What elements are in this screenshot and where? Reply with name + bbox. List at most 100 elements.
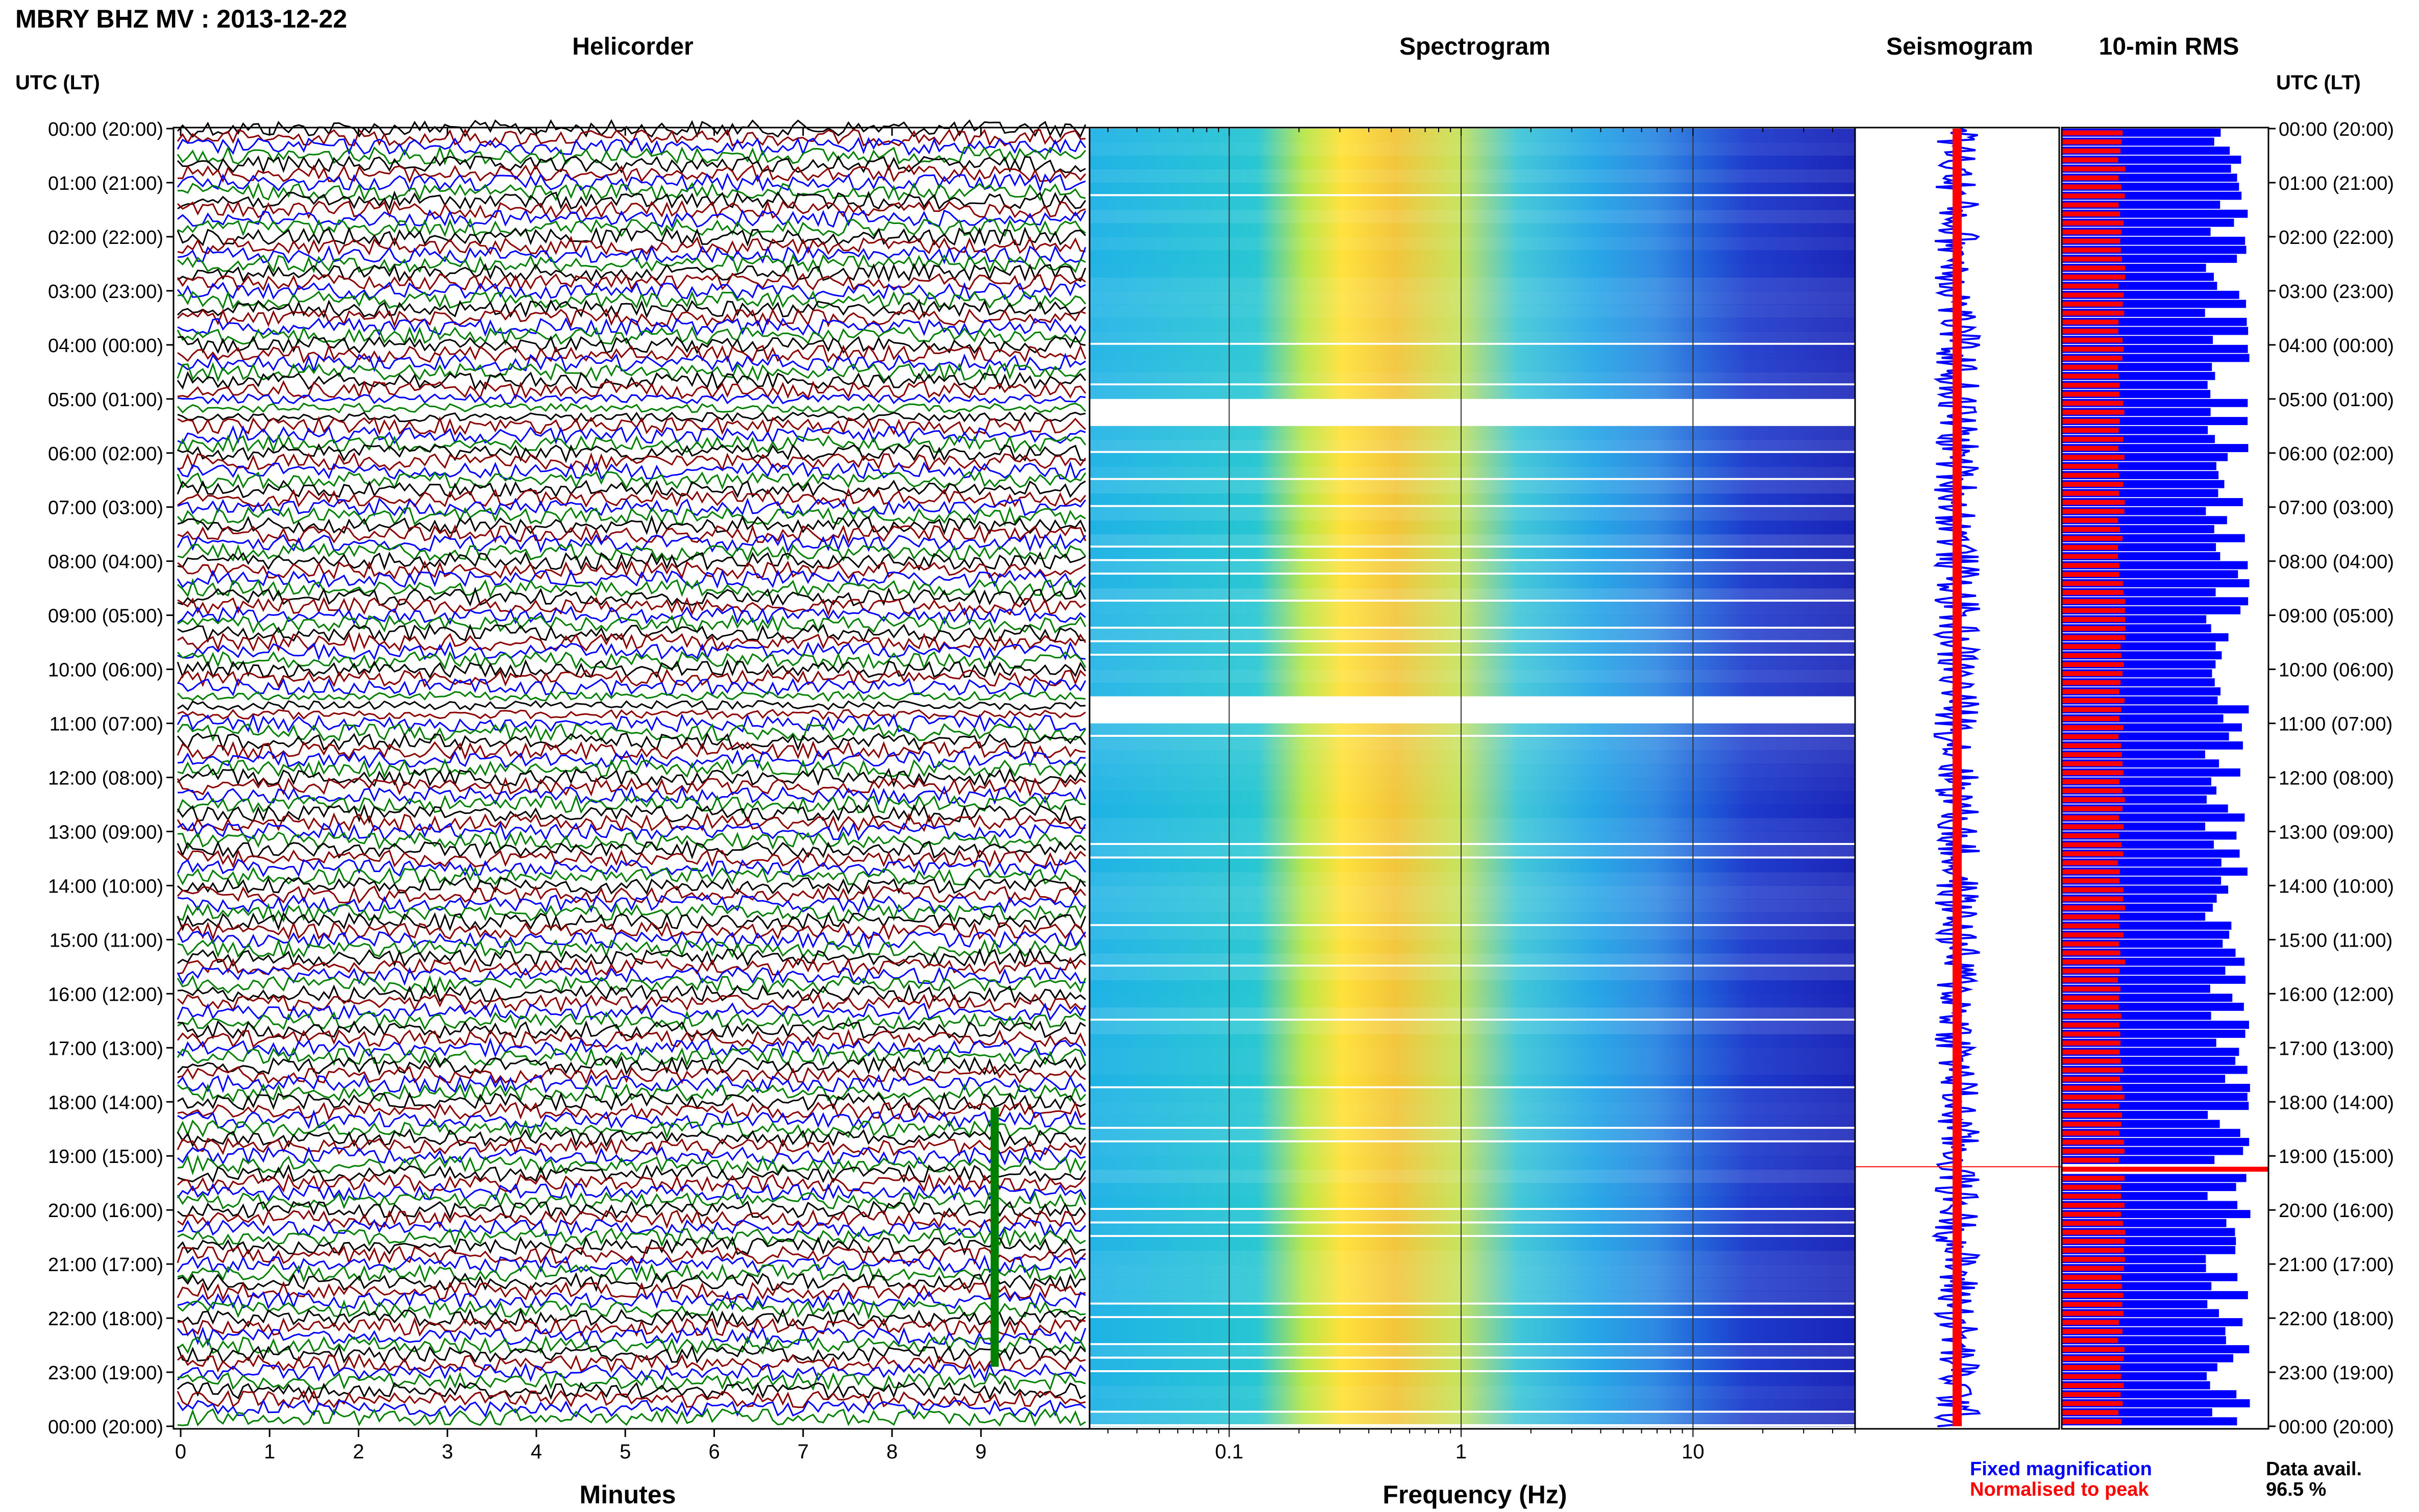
helicorder-trace xyxy=(177,524,1087,544)
time-tick-label-left: 06:00 (02:00) xyxy=(48,443,163,465)
spectrogram-line-gap xyxy=(1090,1221,1855,1224)
spectrogram-band xyxy=(1090,602,1855,616)
helicorder-trace xyxy=(177,1164,1087,1183)
helicorder-trace xyxy=(177,740,1086,761)
spectrogram-line-gap xyxy=(1090,1410,1855,1413)
rms-bar-normalised xyxy=(2062,283,2119,289)
rms-title: 10-min RMS xyxy=(2099,33,2239,60)
rms-bar-normalised xyxy=(2062,635,2126,640)
helicorder-trace xyxy=(177,1092,1086,1111)
helicorder-trace xyxy=(177,487,1087,508)
helicorder-trace xyxy=(177,425,1086,445)
rms-bar-normalised xyxy=(2062,617,2126,622)
helicorder-trace xyxy=(177,605,1086,626)
time-tick-label-left: 21:00 (17:00) xyxy=(48,1254,163,1276)
frequency-tick-label: 0.1 xyxy=(1215,1441,1244,1463)
helicorder-trace xyxy=(177,1245,1087,1266)
rms-bar-normalised xyxy=(2062,950,2120,956)
rms-bar-normalised xyxy=(2062,707,2121,712)
spectrogram-band xyxy=(1090,480,1855,494)
rms-bar-normalised xyxy=(2062,1383,2124,1388)
helicorder-trace xyxy=(177,1002,1087,1021)
rms-bar-normalised xyxy=(2062,1149,2125,1154)
spectrogram-band xyxy=(1090,317,1855,332)
spectrogram-band xyxy=(1090,142,1855,156)
rms-bar-normalised xyxy=(2062,157,2118,163)
rms-bar-normalised xyxy=(2062,977,2118,983)
rms-bar-normalised xyxy=(2062,1356,2124,1361)
helicorder-trace xyxy=(177,1037,1087,1058)
time-tick-label-left: 23:00 (19:00) xyxy=(48,1362,163,1384)
spectrogram-line-gap xyxy=(1090,627,1855,629)
time-tick-label-right: 00:00 (20:00) xyxy=(2279,1417,2394,1438)
rms-bar-normalised xyxy=(2062,383,2120,388)
helicorder-trace xyxy=(177,1380,1086,1400)
helicorder-trace xyxy=(177,749,1086,770)
helicorder-trace xyxy=(177,785,1087,806)
rms-bar-normalised xyxy=(2062,1103,2119,1109)
rms-bar-normalised xyxy=(2062,1022,2119,1028)
time-tick-label-right: 16:00 (12:00) xyxy=(2279,984,2394,1005)
helicorder-trace xyxy=(177,1010,1086,1031)
rms-bar-normalised xyxy=(2062,824,2124,830)
spectrogram-band xyxy=(1090,1277,1855,1292)
rms-bar-normalised xyxy=(2062,842,2122,848)
helicorder-trace xyxy=(177,1137,1087,1157)
spectrogram-band xyxy=(1090,129,1855,142)
rms-bar-normalised xyxy=(2062,995,2119,1001)
rms-bar-normalised xyxy=(2062,968,2120,974)
rms-bar-normalised xyxy=(2062,860,2118,865)
frequency-tick-label: 1 xyxy=(1455,1441,1467,1463)
helicorder-trace xyxy=(177,659,1087,679)
helicorder-trace xyxy=(177,911,1087,932)
helicorder-trace xyxy=(177,217,1086,237)
rms-bar-normalised xyxy=(2062,653,2122,658)
helicorder-panel xyxy=(172,119,1091,1430)
helicorder-trace xyxy=(177,957,1086,976)
helicorder-trace xyxy=(177,209,1087,229)
helicorder-trace xyxy=(177,1344,1087,1364)
helicorder-trace xyxy=(177,1191,1087,1210)
time-tick-label-left: 00:00 (20:00) xyxy=(48,1417,163,1438)
helicorder-trace xyxy=(177,182,1086,202)
minute-tick-label: 6 xyxy=(708,1441,720,1463)
spectrogram-band xyxy=(1090,1034,1855,1048)
helicorder-trace xyxy=(177,533,1087,553)
rms-bar-normalised xyxy=(2062,869,2120,875)
spectrogram-line-gap xyxy=(1090,842,1855,845)
spectrogram-band xyxy=(1090,426,1855,440)
rms-bar-normalised xyxy=(2062,887,2124,893)
spectrogram-line-gap xyxy=(1090,478,1855,480)
data-availability-label: Data avail. xyxy=(2266,1458,2362,1480)
helicorder-trace xyxy=(177,244,1087,265)
spectrogram-line-gap xyxy=(1090,964,1855,967)
rms-bar-normalised xyxy=(2062,148,2121,154)
spectrogram-gap xyxy=(1090,696,1855,710)
time-tick-label-right: 00:00 (20:00) xyxy=(2279,119,2394,140)
seismogram-panel xyxy=(1854,127,2062,1430)
helicorder-title: Helicorder xyxy=(572,33,694,60)
legend-fixed: Fixed magnification xyxy=(1970,1458,2152,1480)
minute-tick-label: 7 xyxy=(798,1441,809,1463)
time-tick-label-left: 08:00 (04:00) xyxy=(48,552,163,573)
rms-bar-normalised xyxy=(2062,275,2125,280)
spectrogram-band xyxy=(1090,872,1855,886)
rms-bar-normalised xyxy=(2062,473,2119,478)
time-tick-label-left: 17:00 (13:00) xyxy=(48,1038,163,1059)
spectrogram-band xyxy=(1090,926,1855,940)
spectrogram-line-gap xyxy=(1090,559,1855,561)
rms-bar-normalised xyxy=(2062,1256,2125,1262)
rms-bar-normalised xyxy=(2062,1122,2121,1127)
rms-panel xyxy=(2061,127,2269,1430)
spectrogram-band xyxy=(1090,277,1855,291)
seismogram-normalised xyxy=(1953,129,1962,1426)
time-tick-label-right: 10:00 (06:00) xyxy=(2279,660,2394,681)
spectrogram-gap xyxy=(1090,412,1855,426)
rms-bar-normalised xyxy=(2062,1310,2124,1316)
rms-bar-normalised xyxy=(2062,500,2125,505)
spectrogram-band xyxy=(1090,1102,1855,1116)
rms-bar-normalised xyxy=(2062,608,2125,613)
rms-bar-normalised xyxy=(2062,563,2119,568)
rms-bar-normalised xyxy=(2062,1004,2119,1010)
rms-bar-normalised xyxy=(2062,1194,2121,1199)
